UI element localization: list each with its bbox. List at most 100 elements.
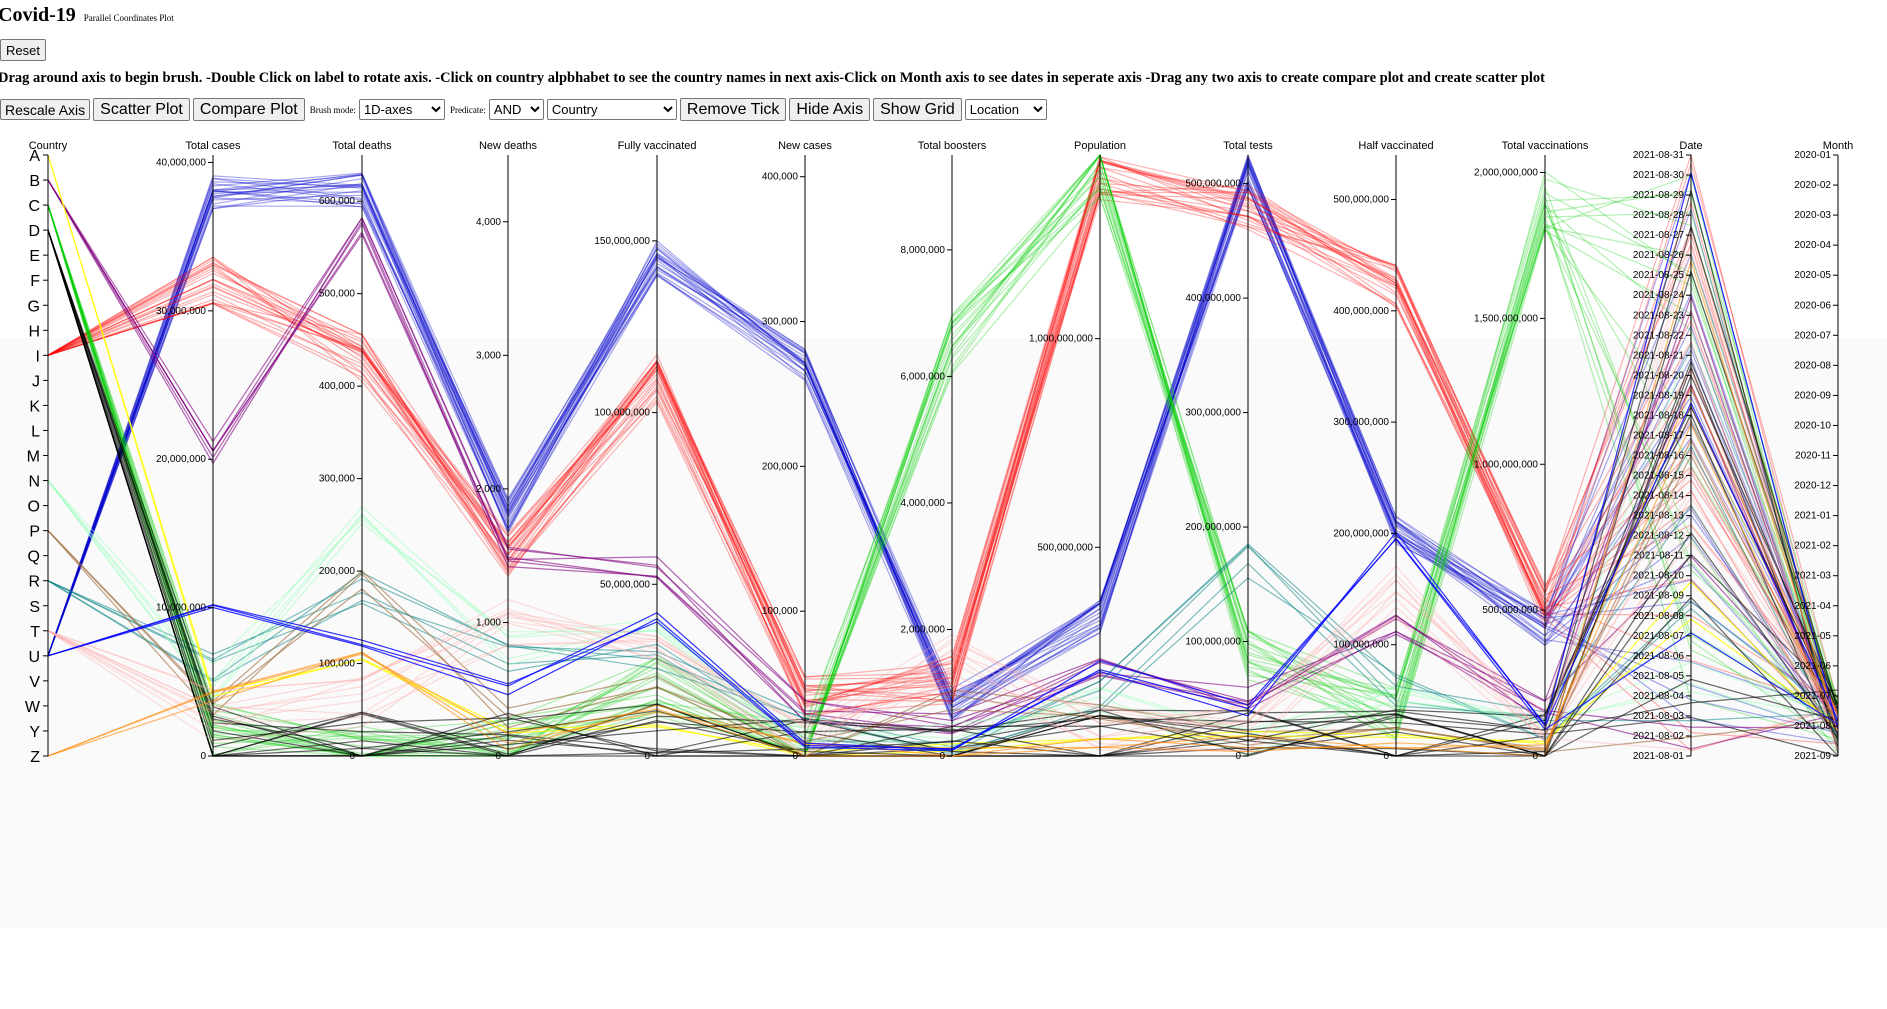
country-letter[interactable]: Z <box>30 749 40 766</box>
country-letter[interactable]: C <box>28 198 40 215</box>
axis-title[interactable]: Country <box>29 140 68 152</box>
tick-label: 50,000,000 <box>600 579 650 590</box>
month-tick-label[interactable]: 2020-08 <box>1794 360 1831 371</box>
month-tick-label[interactable]: 2021-02 <box>1794 541 1831 552</box>
date-tick-label: 2021-08-10 <box>1633 571 1685 582</box>
axis-title[interactable]: Population <box>1074 140 1126 152</box>
country-letter[interactable]: D <box>28 223 40 240</box>
axis-population[interactable]: Population 500,000,000 1,000,000,000 <box>1029 140 1126 756</box>
reset-button[interactable]: Reset <box>0 39 46 61</box>
axis-total-boosters[interactable]: Total boosters 0 2,000,000 4,000,000 6,000,0… <box>901 140 987 762</box>
remove-tick-button[interactable]: Remove Tick <box>679 98 787 121</box>
country-letter[interactable]: O <box>28 499 40 516</box>
axis-title[interactable]: Month <box>1823 140 1854 152</box>
compare-plot-button[interactable]: Compare Plot <box>192 98 305 121</box>
country-letter[interactable]: P <box>29 524 40 541</box>
brush-mode-select[interactable]: 1D-axes <box>358 99 445 120</box>
country-letter[interactable]: W <box>25 699 41 716</box>
country-letter[interactable]: G <box>28 298 40 315</box>
axis-title[interactable]: Total deaths <box>332 140 392 152</box>
month-tick-label[interactable]: 2021-06 <box>1794 661 1831 672</box>
month-tick-label[interactable]: 2020-10 <box>1794 420 1831 431</box>
country-letter[interactable]: F <box>30 273 40 290</box>
axis-new-cases[interactable]: New cases 0 100,000 200,000 300,000 400,000 <box>762 140 833 762</box>
axis-total-deaths[interactable]: Total deaths 0 100,000 200,000 300,000 400,00… <box>319 140 392 762</box>
axis-title[interactable]: Date <box>1679 140 1702 152</box>
axis-title[interactable]: Half vaccinated <box>1358 140 1433 152</box>
country-letter[interactable]: M <box>27 449 40 466</box>
date-tick-label: 2021-08-13 <box>1633 511 1685 522</box>
tick-label: 400,000 <box>762 172 799 183</box>
axis-title[interactable]: Total tests <box>1223 140 1273 152</box>
month-tick-label[interactable]: 2020-01 <box>1794 150 1831 161</box>
axis-title[interactable]: Fully vaccinated <box>618 140 697 152</box>
show-grid-button[interactable]: Show Grid <box>873 98 962 121</box>
country-letter[interactable]: U <box>28 649 40 666</box>
month-tick-label[interactable]: 2021-08 <box>1794 721 1831 732</box>
month-tick-label[interactable]: 2021-07 <box>1794 691 1831 702</box>
axis-title[interactable]: New deaths <box>479 140 538 152</box>
month-tick-label[interactable]: 2021-04 <box>1794 601 1831 612</box>
country-letter[interactable]: R <box>28 574 40 591</box>
tick-label: 400,000,000 <box>1185 293 1241 304</box>
month-tick-label[interactable]: 2021-03 <box>1794 571 1831 582</box>
month-tick-label[interactable]: 2020-05 <box>1794 270 1831 281</box>
month-tick-label[interactable]: 2020-04 <box>1794 240 1831 251</box>
month-tick-label[interactable]: 2020-09 <box>1794 390 1831 401</box>
axis-title[interactable]: Total boosters <box>918 140 987 152</box>
axis-new-deaths[interactable]: New deaths 0 1,000 2,000 3,000 4,000 <box>476 140 538 762</box>
month-tick-label[interactable]: 2020-12 <box>1794 481 1831 492</box>
country-letter[interactable]: E <box>29 248 40 265</box>
date-tick-label: 2021-08-29 <box>1633 190 1685 201</box>
date-tick-label: 2021-08-01 <box>1633 751 1685 762</box>
axis-total-vaccinations[interactable]: Total vaccinations 0 500,000,000 1,000,000,… <box>1474 140 1589 762</box>
country-letter[interactable]: T <box>30 624 40 641</box>
tick-label: 0 <box>1532 751 1538 762</box>
country-letter[interactable]: A <box>29 148 40 165</box>
month-tick-label[interactable]: 2020-11 <box>1795 451 1831 462</box>
axis-fully-vaccinated[interactable]: Fully vaccinated 0 50,000,000 100,000,000 15… <box>594 140 696 762</box>
month-tick-label[interactable]: 2020-07 <box>1794 330 1831 341</box>
tick-label: 2,000 <box>476 484 501 495</box>
axis-half-vaccinated[interactable]: Half vaccinated 0 100,000,000 200,000,000 30… <box>1333 140 1433 762</box>
country-letter[interactable]: K <box>29 398 40 415</box>
country-letter[interactable]: Y <box>29 724 40 741</box>
country-letter[interactable]: B <box>29 173 40 190</box>
date-tick-label: 2021-08-14 <box>1633 491 1685 502</box>
axis-title[interactable]: New cases <box>778 140 832 152</box>
location-select[interactable]: Location <box>964 99 1047 120</box>
dimension-select[interactable]: Country <box>546 99 677 120</box>
country-letter[interactable]: N <box>28 474 40 491</box>
tick-label: 1,000 <box>476 617 501 628</box>
month-tick-label[interactable]: 2021-05 <box>1794 631 1831 642</box>
country-letter[interactable]: L <box>31 423 40 440</box>
rescale-axis-button[interactable]: Rescale Axis <box>0 99 91 120</box>
predicate-select[interactable]: AND <box>488 99 544 120</box>
hide-axis-button[interactable]: Hide Axis <box>789 98 871 121</box>
app-subtitle: Parallel Coordinates Plot <box>83 13 174 23</box>
month-tick-label[interactable]: 2020-06 <box>1794 300 1831 311</box>
scatter-plot-button[interactable]: Scatter Plot <box>93 98 190 121</box>
month-tick-label[interactable]: 2021-09 <box>1794 751 1831 762</box>
country-letter[interactable]: J <box>32 373 40 390</box>
month-tick-label[interactable]: 2020-03 <box>1794 210 1831 221</box>
tick-label: 300,000 <box>319 474 356 485</box>
country-letter[interactable]: I <box>36 348 40 365</box>
country-letter[interactable]: Q <box>28 549 40 566</box>
axis-total-tests[interactable]: Total tests 0 100,000,000 200,000,000 300,00… <box>1185 140 1273 762</box>
month-tick-label[interactable]: 2021-01 <box>1794 511 1831 522</box>
axis-title[interactable]: Total cases <box>185 140 241 152</box>
country-letter[interactable]: V <box>29 674 40 691</box>
tick-label: 0 <box>1235 751 1241 762</box>
country-letter[interactable]: S <box>29 599 40 616</box>
axis-total-cases[interactable]: Total cases 0 10,000,000 20,000,000 30,000,0… <box>156 140 241 762</box>
month-tick-label[interactable]: 2020-02 <box>1794 180 1831 191</box>
tick-label: 2,000,000,000 <box>1474 168 1538 179</box>
axis-title[interactable]: Total vaccinations <box>1502 140 1589 152</box>
date-tick-label: 2021-08-24 <box>1633 290 1685 301</box>
country-letter[interactable]: H <box>28 323 40 340</box>
